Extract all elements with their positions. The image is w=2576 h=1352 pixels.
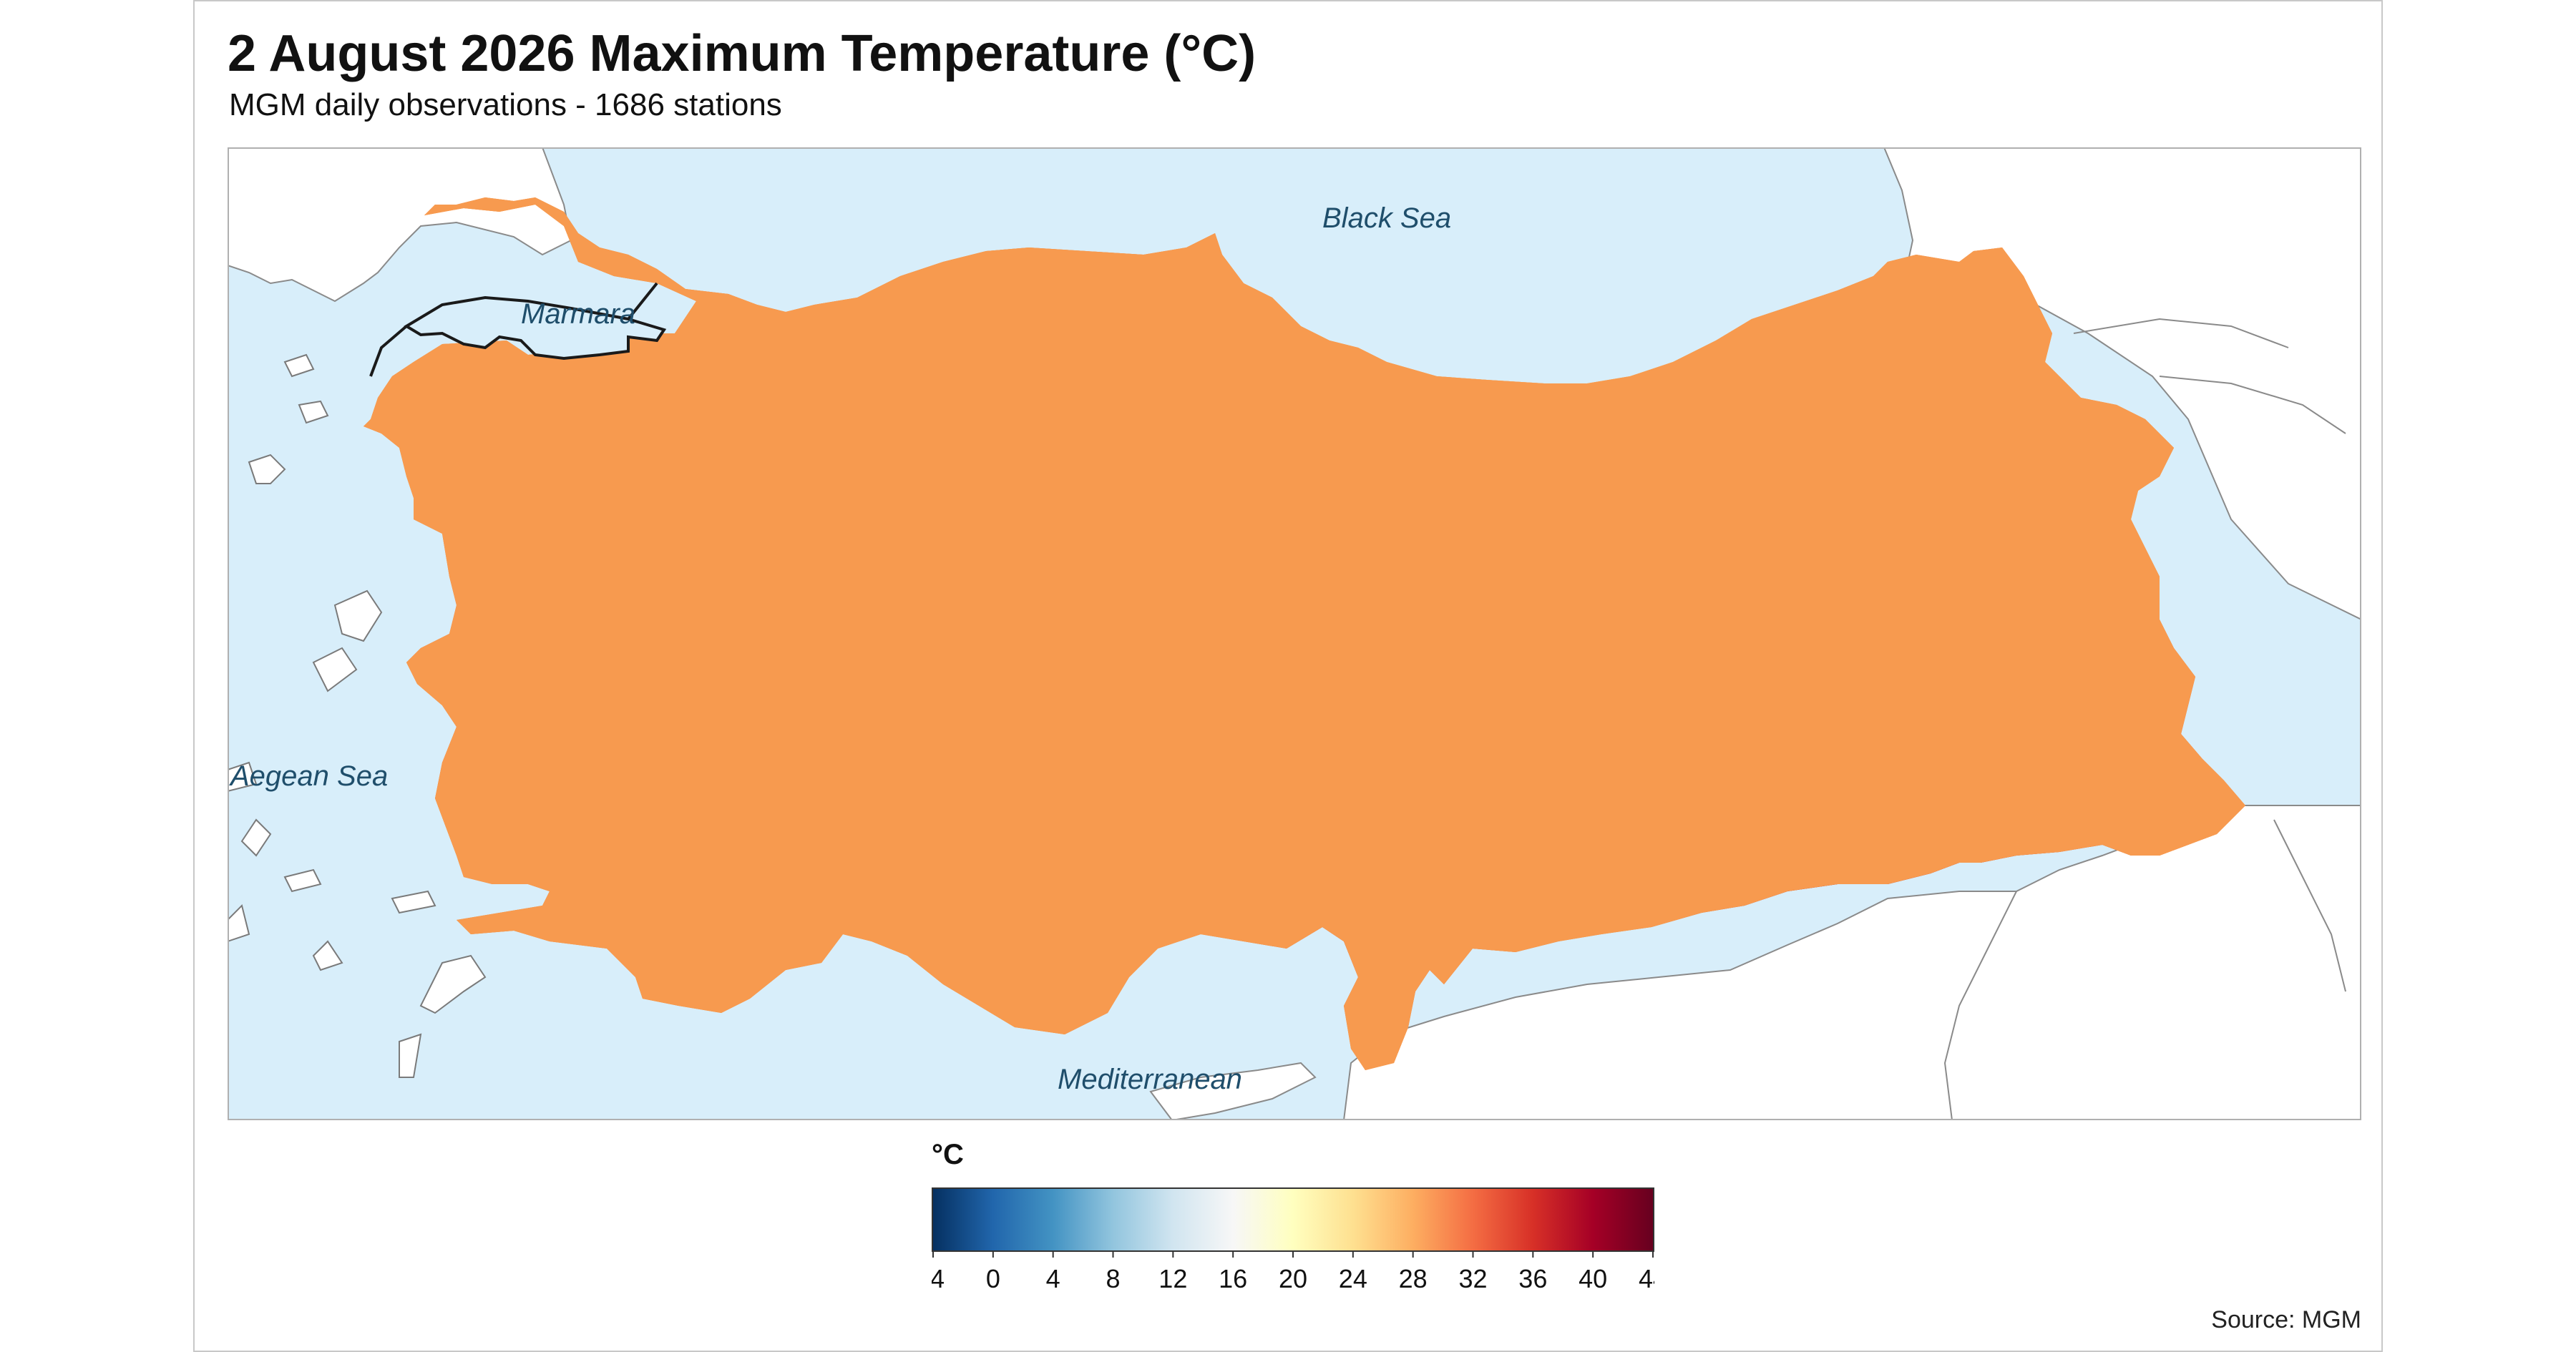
legend-tick-label: 32 [1458,1264,1487,1293]
marmara-sea [404,295,667,361]
legend-tick-label: 20 [1279,1264,1307,1293]
cyprus-island [1149,1062,1317,1120]
legend-tick-label: 28 [1399,1264,1428,1293]
legend-ticks: -4 0 4 8 12 16 20 24 28 32 36 40 44 [932,1250,1654,1293]
sea-label-aegean: Aegean Sea [229,760,388,792]
bosphorus [627,282,658,320]
legend-tick-label: 44 [1639,1264,1654,1293]
map-title: 2 August 2026 Maximum Temperature (°C) [228,25,1257,82]
aegean-islands [228,353,487,1078]
legend-tick-label: 0 [986,1264,1000,1293]
dardanelles [369,325,408,377]
legend-title: °C [932,1139,964,1170]
map-subtitle: MGM daily observations - 1686 stations [229,87,782,122]
legend-tick-label: 4 [1046,1264,1060,1293]
legend-tick-label: 12 [1158,1264,1187,1293]
legend-tick-label: 36 [1518,1264,1547,1293]
border-caucasus [2073,318,2346,434]
map-panel-border [228,147,2361,1120]
temperature-map: Black Sea Marmara Aegean Sea Mediterrane… [228,147,2361,1120]
sea-label-black-sea: Black Sea [1322,202,1451,234]
neighbor-land-balkans [228,147,572,303]
border-iraq-iran [2273,819,2346,992]
legend-tick-label: 40 [1579,1264,1607,1293]
sea-label-mediterranean: Mediterranean [1058,1064,1242,1095]
legend-tick-label: -4 [932,1264,945,1293]
source-note: Source: MGM [2211,1306,2361,1333]
border-syria-iraq [1943,891,2017,1120]
legend-colorbar [932,1187,1654,1252]
legend-tick-label: 16 [1219,1264,1247,1293]
sea-label-marmara: Marmara [521,298,635,330]
legend-tick-label: 24 [1339,1264,1367,1293]
legend-tick-label: 8 [1106,1264,1120,1293]
